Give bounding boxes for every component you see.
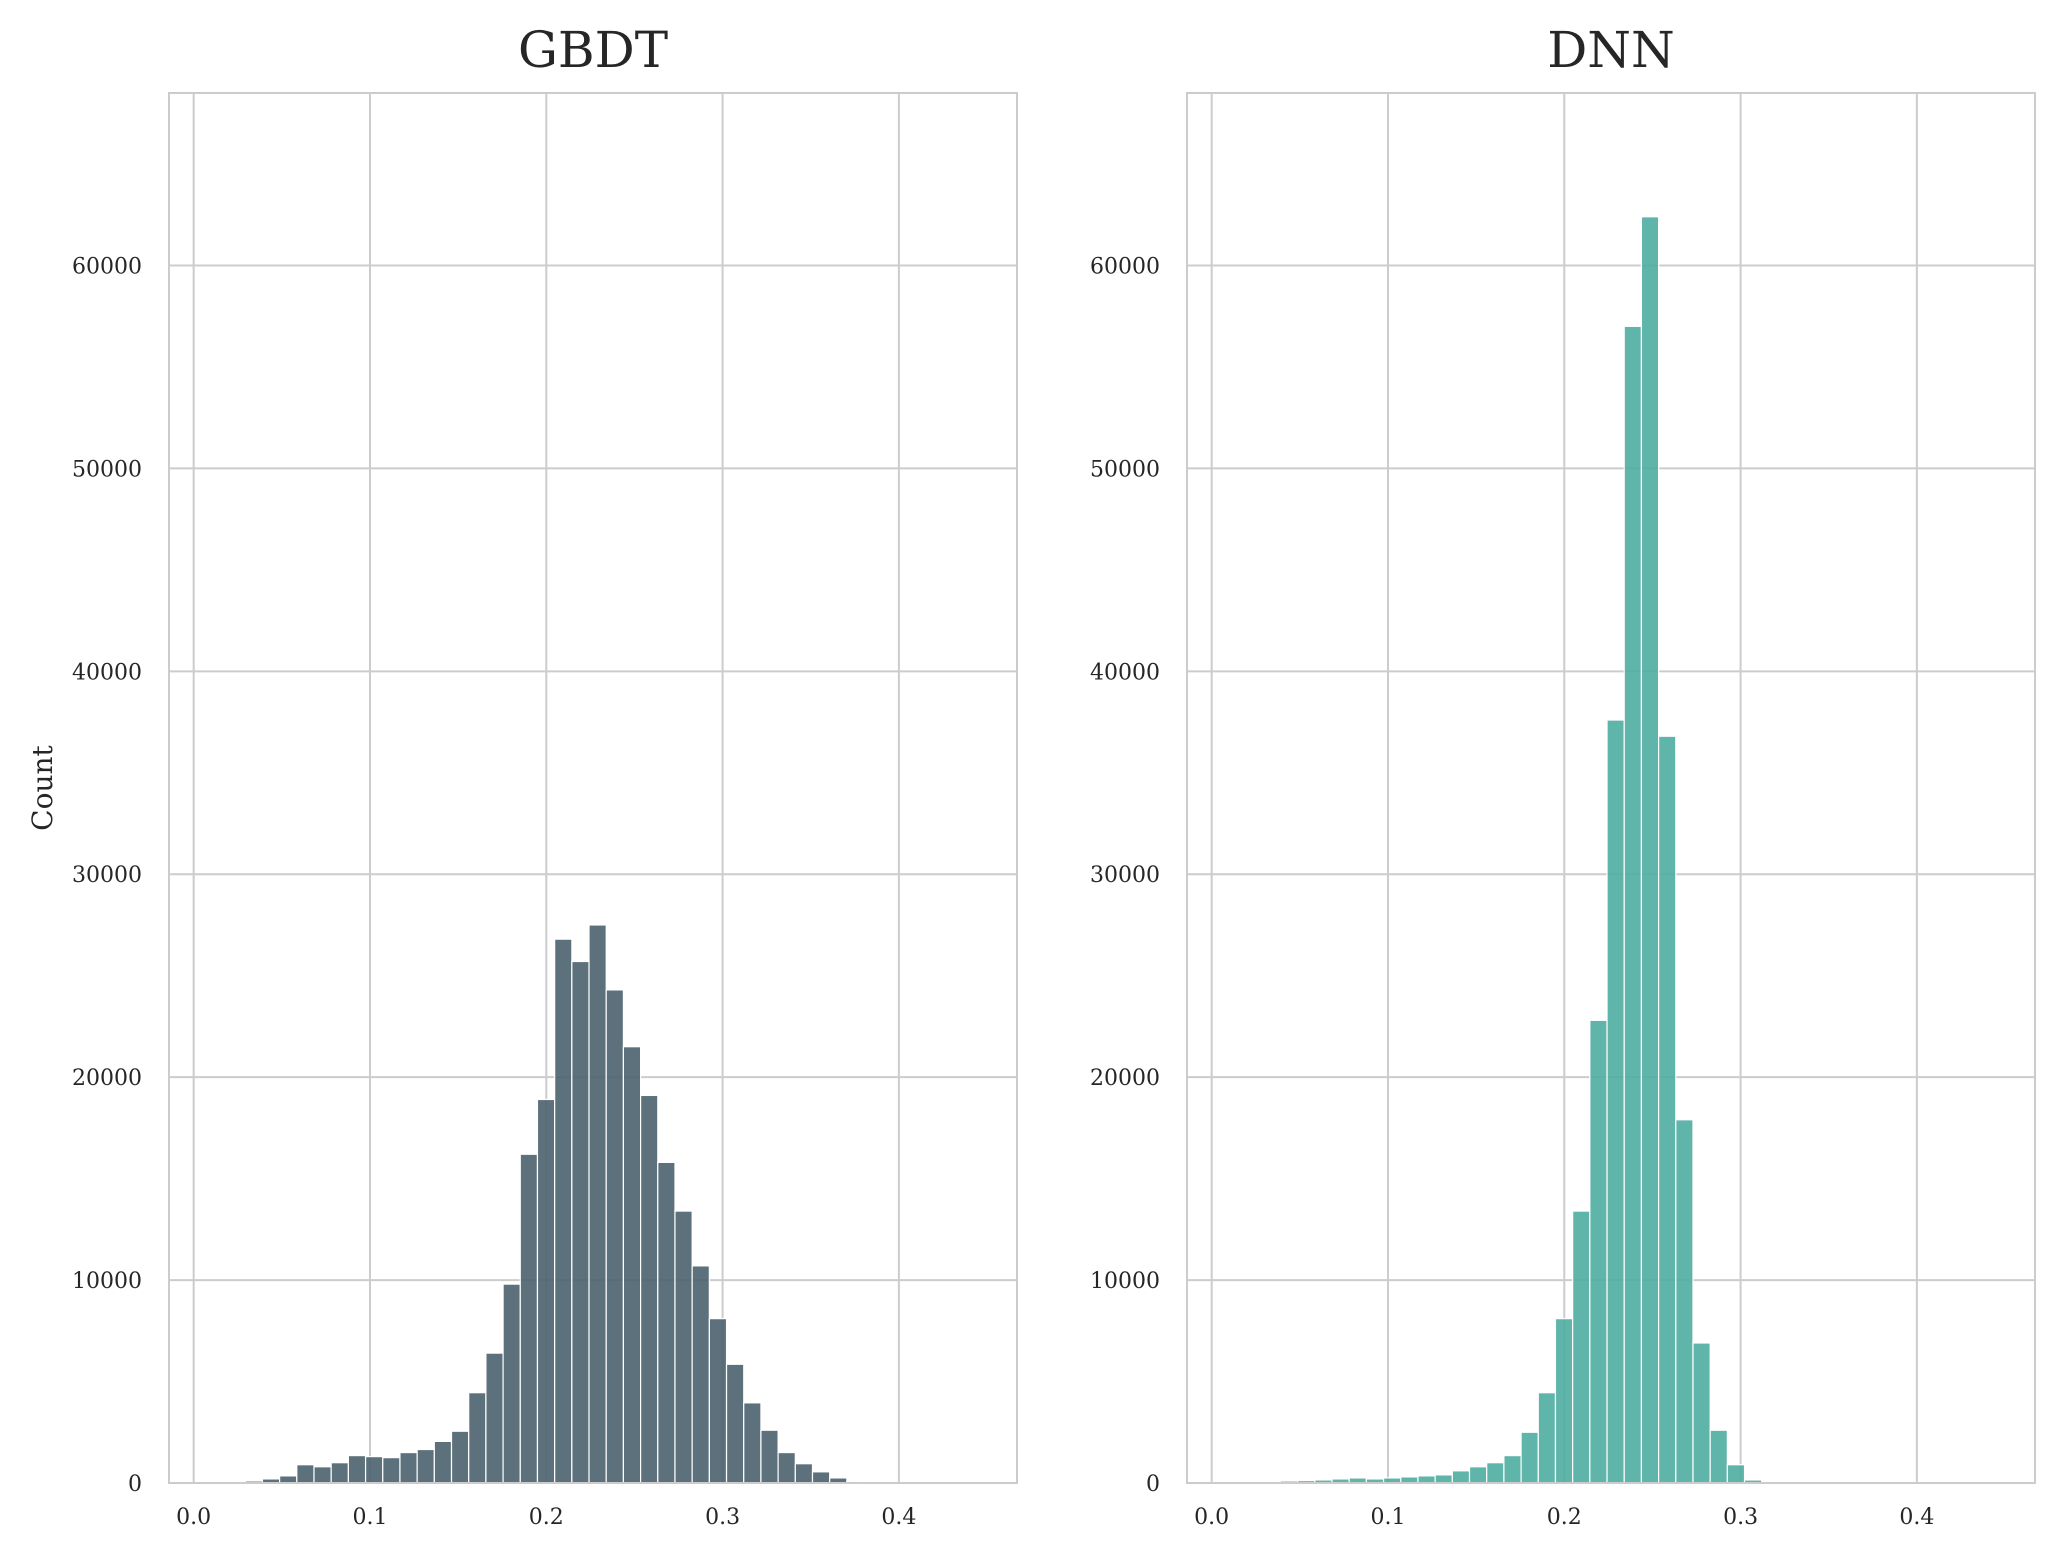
histogram-bar [1434, 1474, 1453, 1484]
y-tick-label: 40000 [1090, 660, 1160, 685]
histogram-bar [519, 1153, 539, 1484]
histogram-bar [657, 1161, 676, 1484]
histogram-bar [1572, 1210, 1591, 1484]
histogram-bar [1537, 1392, 1557, 1484]
histogram-bar [1658, 735, 1677, 1484]
histogram-bar [691, 1265, 710, 1484]
histogram-bar [1589, 1019, 1608, 1484]
y-tick-label: 10000 [72, 1269, 142, 1294]
histogram-bar [347, 1455, 367, 1484]
histogram-bar [1520, 1431, 1539, 1484]
y-tick-label: 60000 [1090, 254, 1160, 279]
x-tick-label: 0.0 [176, 1505, 211, 1530]
histogram-bar [330, 1462, 349, 1484]
histogram-bar [674, 1210, 693, 1484]
histogram-bar [450, 1430, 470, 1484]
histogram-bar [1554, 1318, 1574, 1484]
histogram-bar [313, 1466, 332, 1484]
y-tick-label: 10000 [1090, 1269, 1160, 1294]
histogram-bar [794, 1463, 814, 1484]
histogram-bar [416, 1448, 435, 1484]
histogram-bar [1675, 1119, 1694, 1484]
x-tick-label: 0.1 [352, 1505, 387, 1530]
x-tick-label: 0.3 [705, 1505, 740, 1530]
histogram-bar [1606, 719, 1625, 1484]
histogram-bar [296, 1464, 315, 1484]
histogram-bar [468, 1392, 487, 1484]
y-tick-label: 20000 [1090, 1066, 1160, 1091]
histogram-bar [399, 1451, 418, 1484]
histogram-bar [364, 1456, 384, 1484]
histogram-bar [622, 1046, 642, 1484]
histogram-bar [743, 1402, 762, 1484]
histogram-bar [1709, 1429, 1728, 1484]
y-tick-label: 20000 [72, 1066, 142, 1091]
histogram-bar [279, 1475, 298, 1484]
histogram-bar [725, 1363, 745, 1484]
histogram-bar [1692, 1342, 1711, 1484]
histogram-bar [811, 1471, 831, 1484]
histogram-bar [536, 1098, 556, 1484]
histogram-bar [1640, 216, 1660, 1484]
histogram-bar [1503, 1455, 1522, 1484]
histogram-bar [640, 1094, 659, 1484]
histogram-bar [760, 1429, 779, 1484]
histogram-bar [485, 1352, 504, 1484]
histogram-bar [502, 1283, 521, 1484]
y-tick-label: 30000 [72, 863, 142, 888]
histogram-bar [708, 1318, 728, 1484]
histogram-bar [777, 1451, 796, 1484]
axes-frame [168, 92, 1018, 1484]
histogram-bar [433, 1440, 453, 1484]
chart-title: DNN [1547, 21, 1675, 79]
y-tick-label: 60000 [72, 254, 142, 279]
histogram-bar [588, 924, 607, 1484]
histogram-bar [1623, 325, 1643, 1484]
histogram-bar [1417, 1475, 1436, 1484]
x-tick-label: 0.2 [529, 1505, 564, 1530]
x-tick-label: 0.4 [881, 1505, 916, 1530]
chart-title: GBDT [518, 21, 668, 79]
x-tick-label: 0.3 [1723, 1505, 1758, 1530]
y-tick-label: 0 [128, 1472, 142, 1497]
x-tick-label: 0.1 [1370, 1505, 1405, 1530]
histogram-bar [605, 989, 625, 1484]
axes-frame [1186, 92, 2036, 1484]
x-tick-label: 0.0 [1194, 1505, 1229, 1530]
x-tick-label: 0.2 [1547, 1505, 1582, 1530]
histogram-bar [1486, 1462, 1505, 1484]
y-tick-label: 0 [1146, 1472, 1160, 1497]
y-tick-label: 40000 [72, 660, 142, 685]
y-tick-label: 50000 [72, 457, 142, 482]
y-tick-label: 30000 [1090, 863, 1160, 888]
histogram-bar [1726, 1464, 1746, 1484]
x-tick-label: 0.4 [1899, 1505, 1934, 1530]
histogram-bar [554, 938, 573, 1484]
histogram-bar [1451, 1470, 1471, 1484]
y-tick-label: 50000 [1090, 457, 1160, 482]
histogram-bar [571, 960, 590, 1484]
y-axis-label: Count [26, 744, 59, 830]
histogram-bar [382, 1457, 401, 1484]
histogram-bar [1468, 1466, 1488, 1484]
